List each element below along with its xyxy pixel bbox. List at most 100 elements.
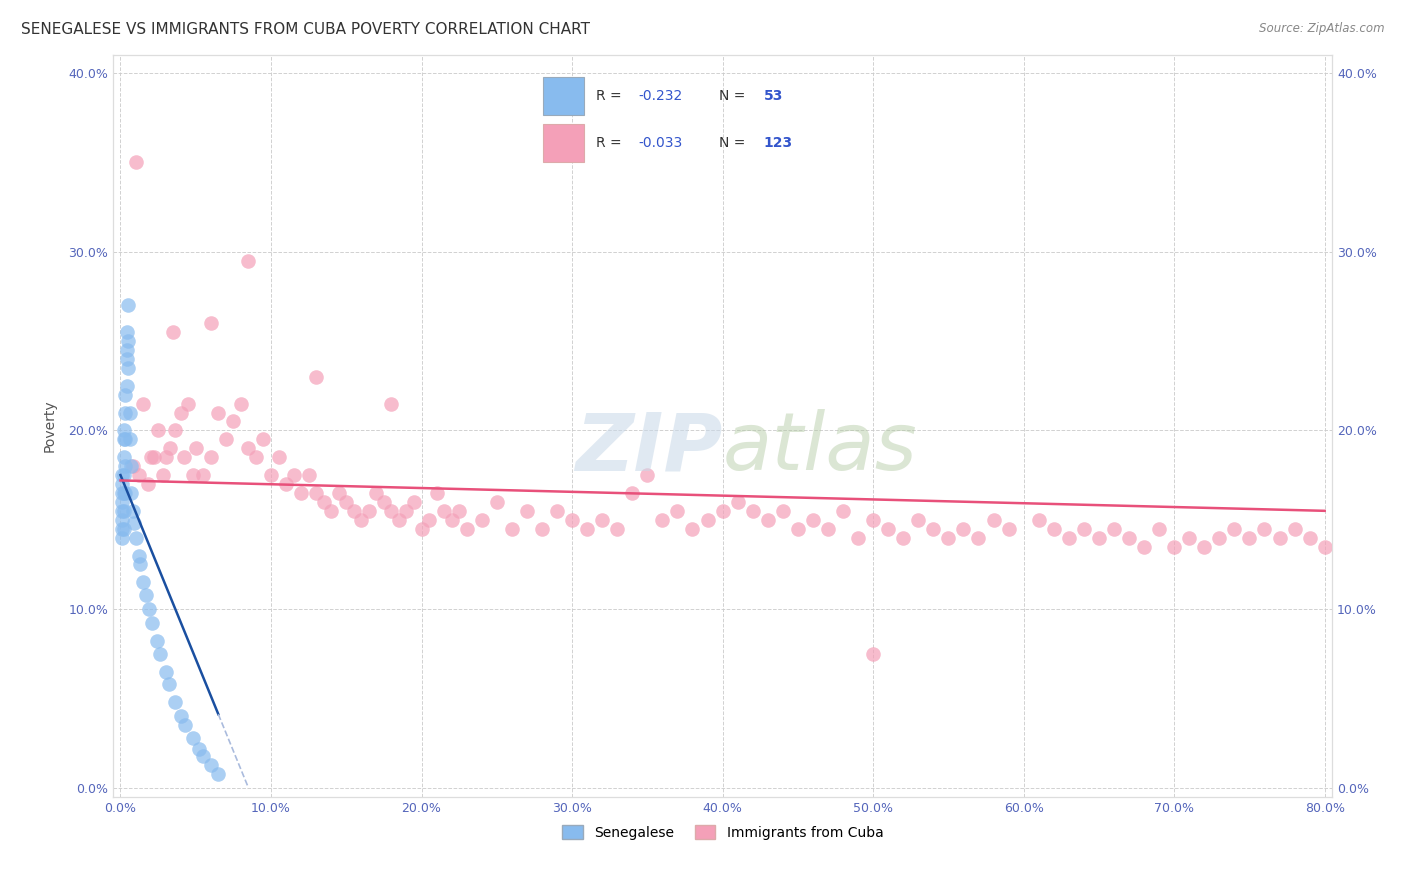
Point <box>112 486 135 500</box>
Point <box>938 531 960 545</box>
Point <box>426 486 449 500</box>
Point <box>145 634 167 648</box>
Point <box>952 522 974 536</box>
Point <box>170 405 193 419</box>
Point <box>485 495 508 509</box>
Point <box>997 522 1019 536</box>
Point <box>111 522 134 536</box>
Point <box>1298 531 1320 545</box>
Point <box>141 616 163 631</box>
Point <box>114 486 136 500</box>
Point <box>181 468 204 483</box>
Point <box>380 504 402 518</box>
Point <box>245 450 267 465</box>
Point <box>115 343 138 357</box>
Point <box>193 468 215 483</box>
Point <box>817 522 839 536</box>
Point <box>1057 531 1080 545</box>
Point <box>117 360 139 375</box>
Point <box>682 522 704 536</box>
Point <box>128 468 150 483</box>
Point <box>118 405 141 419</box>
Point <box>132 396 155 410</box>
Point <box>200 450 222 465</box>
Point <box>136 477 159 491</box>
Point <box>114 433 136 447</box>
Point <box>139 450 162 465</box>
Point <box>111 486 134 500</box>
Point <box>801 513 824 527</box>
Point <box>388 513 411 527</box>
Point <box>111 513 134 527</box>
Point <box>891 531 914 545</box>
Point <box>1239 531 1261 545</box>
Point <box>402 495 425 509</box>
Point <box>786 522 808 536</box>
Point <box>321 504 343 518</box>
Point <box>298 468 321 483</box>
Point <box>440 513 463 527</box>
Point <box>184 442 207 456</box>
Point <box>181 731 204 745</box>
Point <box>501 522 523 536</box>
Point <box>561 513 583 527</box>
Point <box>238 442 260 456</box>
Point <box>1133 540 1156 554</box>
Point <box>433 504 456 518</box>
Point <box>112 433 135 447</box>
Point <box>1102 522 1125 536</box>
Point <box>471 513 494 527</box>
Point <box>967 531 990 545</box>
Legend: Senegalese, Immigrants from Cuba: Senegalese, Immigrants from Cuba <box>557 820 889 846</box>
Y-axis label: Poverty: Poverty <box>44 400 58 452</box>
Point <box>200 316 222 330</box>
Point <box>395 504 418 518</box>
Point <box>163 695 186 709</box>
Point <box>138 602 160 616</box>
Point <box>366 486 388 500</box>
Point <box>922 522 945 536</box>
Point <box>111 531 134 545</box>
Point <box>174 718 197 732</box>
Point <box>155 665 177 679</box>
Point <box>120 486 142 500</box>
Point <box>128 549 150 563</box>
Point <box>1042 522 1064 536</box>
Point <box>357 504 380 518</box>
Point <box>418 513 440 527</box>
Point <box>114 387 136 401</box>
Point <box>1194 540 1216 554</box>
Point <box>112 450 135 465</box>
Point <box>1088 531 1111 545</box>
Point <box>132 575 155 590</box>
Point <box>456 522 478 536</box>
Point <box>129 558 152 572</box>
Point <box>983 513 1005 527</box>
Point <box>290 486 312 500</box>
Point <box>621 486 644 500</box>
Point <box>112 504 135 518</box>
Point <box>343 504 366 518</box>
Point <box>312 495 335 509</box>
Point <box>117 334 139 348</box>
Point <box>229 396 252 410</box>
Point <box>200 757 222 772</box>
Point <box>114 459 136 474</box>
Point <box>449 504 471 518</box>
Point <box>907 513 929 527</box>
Point <box>862 647 884 661</box>
Point <box>380 396 402 410</box>
Point <box>727 495 749 509</box>
Point <box>305 369 328 384</box>
Point <box>305 486 328 500</box>
Point <box>877 522 900 536</box>
Point <box>155 450 177 465</box>
Point <box>159 442 181 456</box>
Point <box>121 459 143 474</box>
Point <box>207 766 229 780</box>
Point <box>1147 522 1170 536</box>
Point <box>530 522 553 536</box>
Point <box>267 450 290 465</box>
Point <box>1178 531 1201 545</box>
Point <box>1268 531 1291 545</box>
